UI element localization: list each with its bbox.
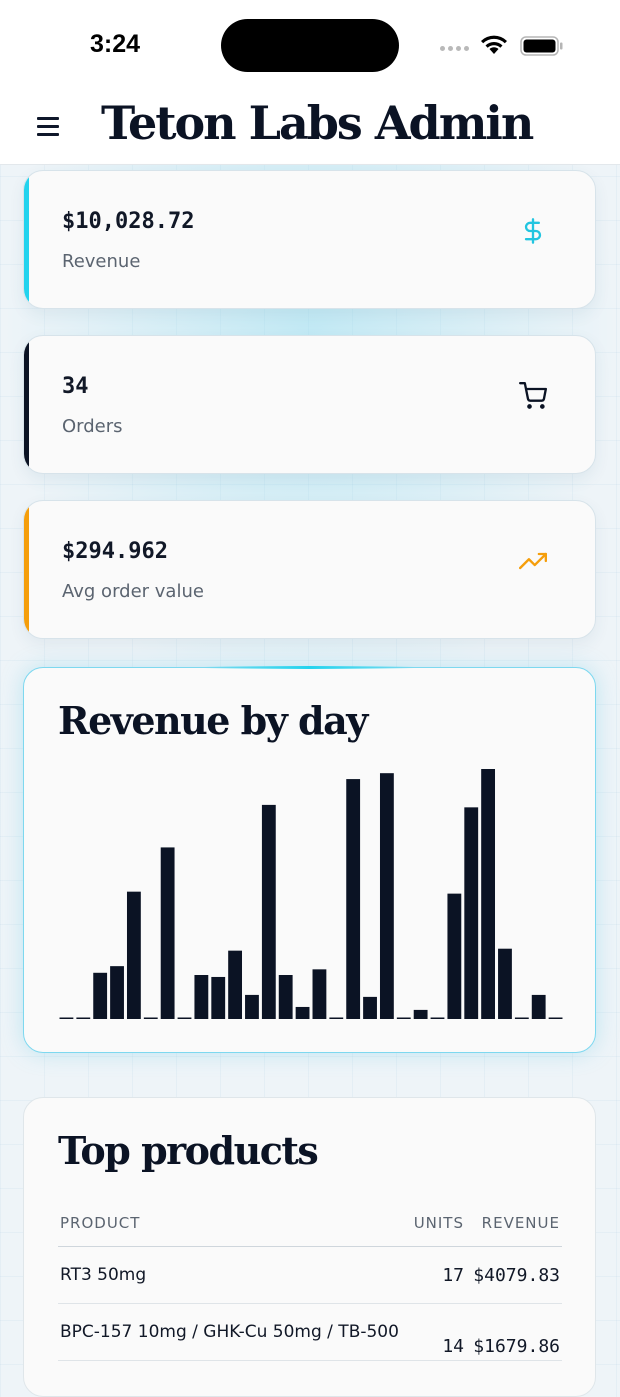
product-name: RT3 50mg [60,1265,147,1285]
table-row[interactable]: BPC-157 10mg / GHK-Cu 50mg / TB-500 14 $… [58,1304,562,1361]
revenue-bar-14[interactable] [278,975,293,1019]
stat-label: Avg order value [62,581,204,602]
product-revenue: $4079.83 [473,1265,560,1286]
revenue-bar-4[interactable] [110,966,124,1019]
revenue-bar-21[interactable] [396,1017,411,1020]
trending-up-icon [519,552,547,570]
products-title: Top products [58,1128,319,1173]
revenue-bar-16[interactable] [312,969,327,1019]
stat-card-revenue: $10,028.72 Revenue [23,170,596,309]
stat-value: 34 [62,374,89,399]
revenue-bar-11[interactable] [228,950,243,1019]
revenue-bar-6[interactable] [143,1017,158,1020]
page-title: Teton Labs Admin [101,96,534,150]
revenue-bar-13[interactable] [261,804,276,1019]
column-header-product: PRODUCT [60,1214,141,1232]
revenue-bar-9[interactable] [194,975,209,1019]
revenue-bar-18[interactable] [346,779,361,1019]
revenue-bar-5[interactable] [126,891,141,1019]
dollar-icon [524,218,542,244]
revenue-bar-12[interactable] [245,994,259,1019]
app-header: Teton Labs Admin [0,90,620,165]
revenue-chart-card: Revenue by day [23,666,596,1053]
revenue-bar-3[interactable] [93,972,108,1019]
revenue-bar-22[interactable] [413,1009,428,1019]
table-header: PRODUCT UNITS REVENUE [58,1208,562,1247]
table-row[interactable]: RT3 50mg 17 $4079.83 [58,1247,562,1304]
status-time: 3:24 [90,30,141,58]
revenue-bar-1[interactable] [59,1017,74,1020]
revenue-bar-25[interactable] [464,807,479,1019]
revenue-bar-20[interactable] [379,773,394,1019]
revenue-bar-7[interactable] [160,847,175,1019]
stat-accent-bar [24,171,29,308]
stat-accent-bar [24,501,29,638]
stat-value: $10,028.72 [62,209,195,234]
product-units: 17 [442,1265,464,1286]
revenue-bar-29[interactable] [531,994,546,1019]
revenue-bar-15[interactable] [295,1006,310,1019]
stat-card-orders: 34 Orders [23,335,596,474]
top-products-card: Top products PRODUCT UNITS REVENUE RT3 5… [23,1097,596,1397]
revenue-bar-2[interactable] [76,1017,91,1020]
card-glow-line [204,666,414,669]
hamburger-menu-icon[interactable] [37,117,59,136]
column-header-units: UNITS [413,1214,464,1232]
revenue-bar-8[interactable] [177,1017,192,1020]
revenue-bar-23[interactable] [430,1017,445,1020]
revenue-bar-24[interactable] [447,893,462,1019]
revenue-bar-26[interactable] [481,769,496,1019]
revenue-bar-30[interactable] [548,1017,563,1020]
cart-icon [519,382,547,409]
revenue-bar-chart [59,769,563,1020]
revenue-bar-10[interactable] [211,976,226,1019]
dynamic-island [221,19,399,72]
stat-label: Revenue [62,251,141,272]
stat-accent-bar [24,336,29,473]
column-header-revenue: REVENUE [481,1214,560,1232]
cellular-signal-icon [440,46,469,51]
stat-value: $294.962 [62,539,168,564]
stat-card-avg-order: $294.962 Avg order value [23,500,596,639]
status-bar: 3:24 [0,0,620,90]
stat-label: Orders [62,416,123,437]
revenue-bar-28[interactable] [514,1017,529,1020]
revenue-bar-17[interactable] [329,1017,344,1020]
chart-title: Revenue by day [58,698,368,743]
battery-icon [520,36,563,56]
product-name: BPC-157 10mg / GHK-Cu 50mg / TB-500 [60,1322,399,1342]
revenue-bar-27[interactable] [498,948,512,1019]
wifi-icon [481,35,507,54]
revenue-bar-19[interactable] [363,996,377,1019]
products-table: PRODUCT UNITS REVENUE RT3 50mg 17 $4079.… [58,1208,562,1361]
